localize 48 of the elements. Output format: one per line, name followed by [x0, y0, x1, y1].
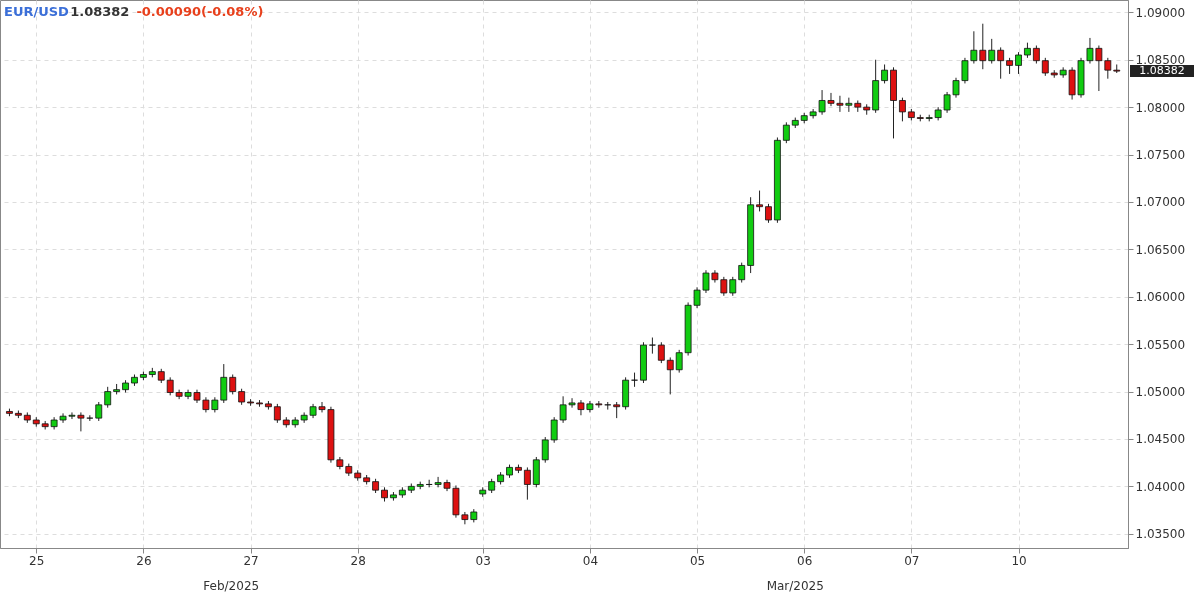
y-tick-label: 1.03500 — [1135, 527, 1186, 542]
candlestick — [229, 374, 237, 395]
x-tick-label: 27 — [243, 553, 259, 568]
candlestick — [738, 262, 746, 284]
text: Feb/2025 — [203, 579, 260, 593]
x-tick-label: 04 — [582, 553, 599, 568]
candlestick — [997, 46, 1005, 80]
x-tick-label: 10 — [1011, 553, 1027, 568]
candlestick — [1041, 57, 1049, 77]
candlestick — [899, 97, 906, 122]
y-tick-label: 1.04500 — [1135, 432, 1186, 447]
candlestick — [756, 190, 763, 212]
candlestick — [666, 356, 674, 395]
text: Mar/2025 — [766, 579, 824, 593]
candlestick — [765, 203, 772, 224]
candlestick — [782, 121, 790, 144]
y-tick-label: 1.06000 — [1135, 290, 1186, 305]
candlestick — [541, 436, 549, 464]
candlestick — [881, 63, 888, 84]
x-tick-label: 26 — [136, 553, 152, 568]
candlestick — [1032, 45, 1040, 65]
y-tick-label: 1.05500 — [1135, 337, 1186, 352]
y-tick-label: 1.04000 — [1135, 479, 1186, 494]
y-tick-label: 1.08000 — [1135, 100, 1186, 115]
x-tick-label: 06 — [797, 553, 813, 568]
y-tick-label: 1.09000 — [1135, 5, 1186, 20]
x-tick-label: 25 — [29, 553, 45, 568]
x-tick-label: 28 — [350, 553, 366, 568]
candlestick — [273, 403, 281, 424]
y-tick-label: 1.05000 — [1135, 385, 1186, 400]
x-tick-label: 03 — [475, 553, 491, 568]
y-tick-label: 1.07000 — [1135, 195, 1186, 210]
chart-title: EUR/USD — [4, 4, 70, 19]
candlestick — [729, 276, 737, 297]
x-tick-label: 07 — [904, 553, 920, 568]
y-tick-label: 1.07500 — [1135, 148, 1186, 163]
annotation: 1.08382 — [70, 4, 130, 19]
annotation: -0.00090(-0.08%) — [136, 4, 264, 19]
x-tick-label: 05 — [689, 553, 706, 568]
candlestick — [523, 466, 531, 501]
candlestick — [1015, 51, 1022, 75]
candlestick — [104, 386, 112, 409]
text: 1.08382 — [1139, 64, 1185, 78]
candlestick — [657, 341, 665, 364]
y-tick-label: 1.06500 — [1135, 242, 1186, 257]
candlestick — [220, 363, 228, 404]
candlestick — [95, 401, 103, 422]
candlestick — [988, 38, 996, 65]
